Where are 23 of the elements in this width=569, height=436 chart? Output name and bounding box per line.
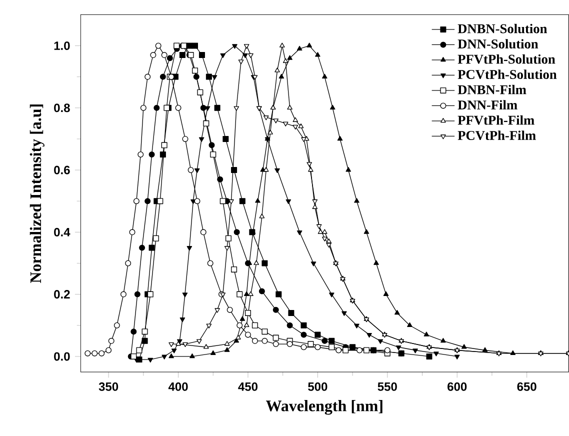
x-tick-label: 550 [378, 382, 397, 391]
y-axis-title: Normalized Intensity [a.u] [30, 104, 44, 283]
y-tick-label: 0.4 [54, 228, 70, 236]
legend-label: DNN-Film [458, 100, 518, 110]
y-tick-label: 1.0 [54, 41, 70, 50]
y-tick-label: 0.8 [54, 104, 70, 112]
x-tick-label: 650 [517, 382, 536, 391]
y-tick-label: 0.6 [54, 166, 70, 174]
legend-label: PCVtPh-Solution [458, 70, 557, 80]
legend-label: DNBN-Solution [458, 24, 548, 34]
x-tick-label: 350 [98, 382, 118, 391]
legend-label: PFVtPh-Solution [458, 54, 556, 64]
legend-label: PCVtPh-Film [458, 130, 536, 140]
legend-label: DNN-Solution [458, 39, 538, 49]
y-tick-label: 0.2 [54, 290, 70, 299]
x-tick-label: 500 [308, 382, 328, 391]
y-tick-label: 0.0 [54, 352, 70, 361]
x-axis-title: Wavelength [nm] [266, 400, 382, 415]
legend-label: PFVtPh-Film [458, 115, 534, 125]
x-tick-label: 450 [238, 382, 258, 391]
x-tick-label: 600 [448, 382, 467, 391]
legend-label: DNBN-Film [458, 84, 526, 94]
x-tick-label: 400 [168, 382, 188, 391]
